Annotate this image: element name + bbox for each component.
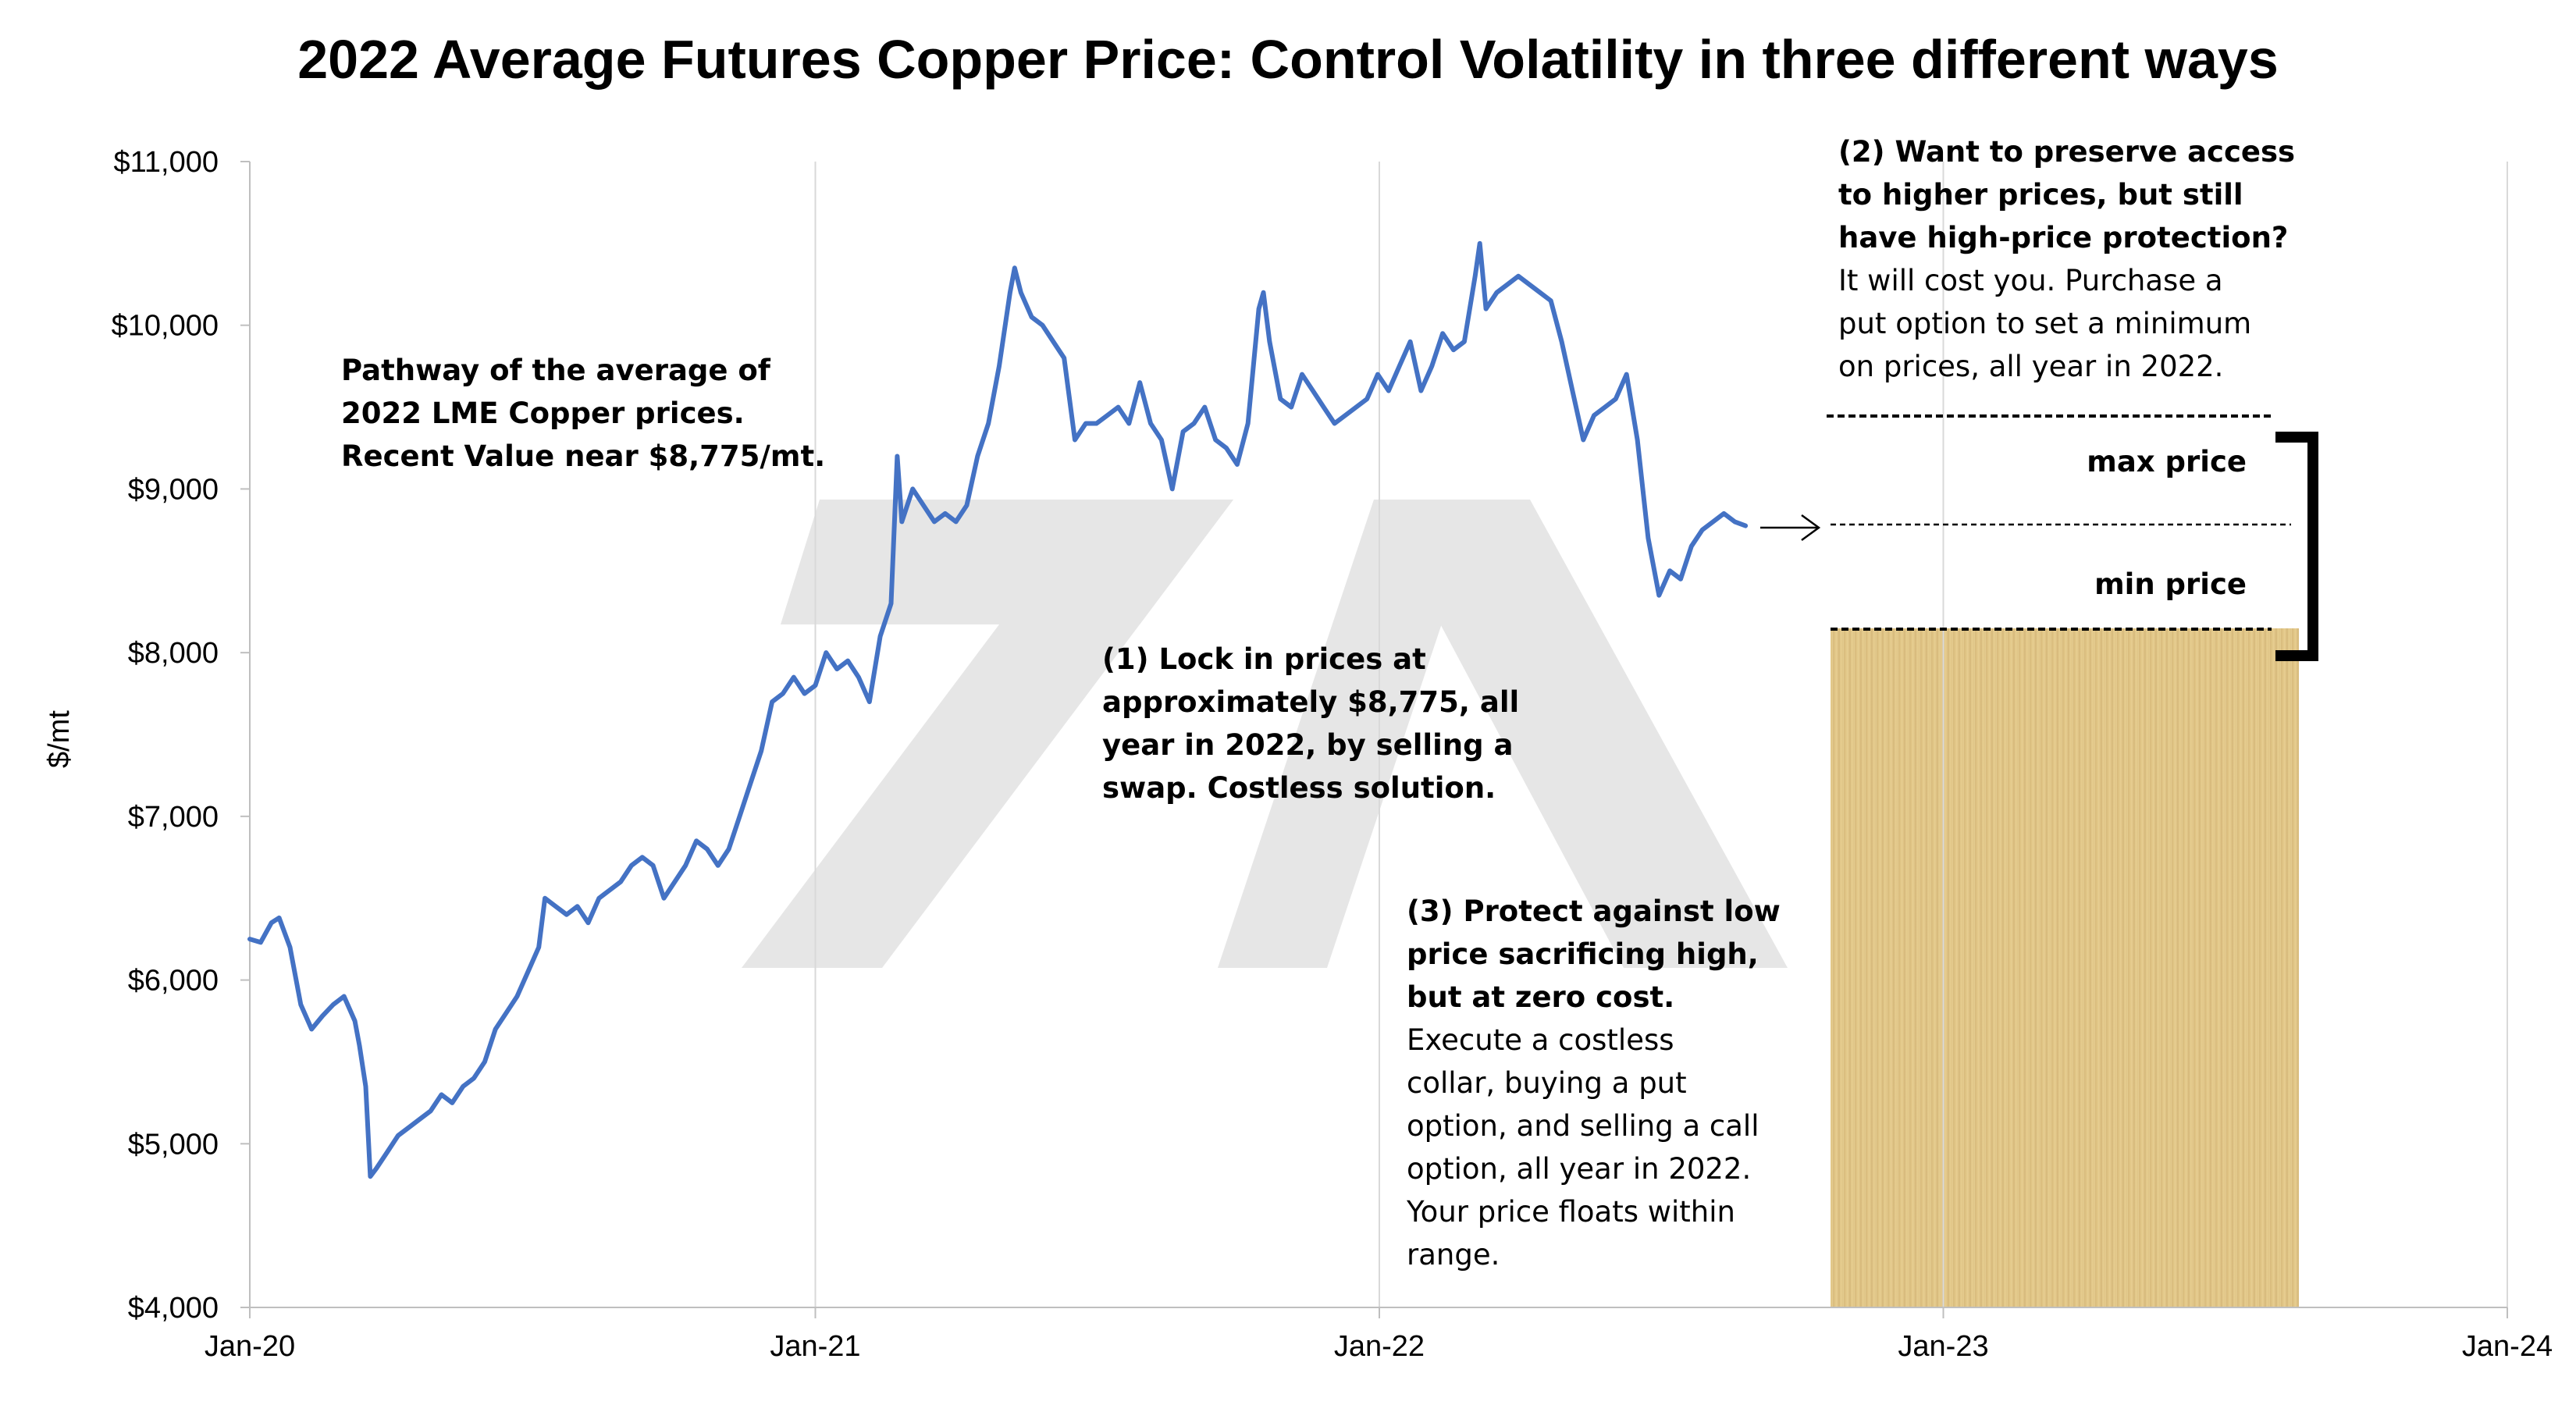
y-tick-label: $8,000	[128, 637, 219, 670]
x-tick-label: Jan-21	[770, 1330, 860, 1363]
x-tick-label: Jan-22	[1334, 1330, 1425, 1363]
annotation-line-bold: Pathway of the average of	[341, 354, 771, 387]
x-tick-label: Jan-23	[1898, 1330, 1988, 1363]
chart-title: 2022 Average Futures Copper Price: Contr…	[297, 29, 2279, 90]
arrow-icon	[1760, 514, 1821, 542]
range-bracket	[2275, 432, 2318, 661]
annotation-line-bold: approximately $8,775, all	[1102, 685, 1519, 719]
annotation-line-bold: (3) Protect against low	[1407, 895, 1781, 928]
min-price-label: min price	[2094, 567, 2247, 601]
pathway-note: Pathway of the average of 2022 LME Copper…	[341, 354, 825, 473]
x-tick-label: Jan-24	[2462, 1330, 2553, 1363]
annotation-line: option, all year in 2022.	[1407, 1152, 1751, 1186]
annotation-line: on prices, all year in 2022.	[1838, 350, 2223, 383]
y-tick-label: $11,000	[113, 146, 219, 179]
annotation-line-bold: year in 2022, by selling a	[1102, 728, 1513, 762]
annotation-line-bold: 2022 LME Copper prices.	[341, 397, 745, 430]
annotation-line: put option to set a minimum	[1838, 307, 2251, 340]
annotation-line-bold: to higher prices, but still	[1838, 178, 2243, 212]
parchment-box	[1831, 628, 2299, 1307]
annotation-line: It will cost you. Purchase a	[1838, 264, 2223, 297]
annotation-line: option, and selling a call	[1407, 1109, 1759, 1143]
annotation-line-bold: Recent Value near $8,775/mt.	[341, 439, 825, 473]
annotation-line: Execute a costless	[1407, 1023, 1674, 1057]
y-tick-label: $7,000	[128, 801, 219, 834]
y-axis-label: $/mt	[43, 710, 76, 768]
max-price-label: max price	[2087, 445, 2247, 478]
y-tick-label: $10,000	[112, 310, 219, 343]
put-note: (2) Want to preserve access to higher pri…	[1838, 135, 2295, 383]
grid-layer	[814, 162, 2508, 1307]
annotation-line: Your price floats within	[1406, 1195, 1735, 1229]
y-tick-label: $4,000	[128, 1292, 219, 1325]
annotation-line-bold: swap. Costless solution.	[1102, 771, 1496, 805]
y-tick-label: $6,000	[128, 965, 219, 998]
y-tick-label: $9,000	[128, 473, 219, 506]
x-tick-label: Jan-20	[205, 1330, 295, 1363]
collar-note: (3) Protect against low price sacrificing…	[1406, 895, 1781, 1272]
axis-layer: Jan-20 Jan-21 Jan-22 Jan-23 Jan-24 $4,000 $5,0…	[112, 146, 2553, 1363]
annotation-line-bold: but at zero cost.	[1407, 980, 1674, 1014]
range-lines	[1827, 414, 2291, 631]
lock-note: (1) Lock in prices at approximately $8,77…	[1102, 642, 1519, 805]
annotation-line: range.	[1407, 1238, 1500, 1272]
annotation-line-bold: price sacrificing high,	[1407, 937, 1759, 971]
copper-price-line	[247, 240, 1749, 1179]
annotation-line: collar, buying a put	[1407, 1066, 1687, 1100]
annotation-line-bold: have high-price protection?	[1838, 221, 2288, 254]
y-tick-label: $5,000	[128, 1128, 219, 1161]
annotation-line-bold: (1) Lock in prices at	[1102, 642, 1426, 676]
annotation-line-bold: (2) Want to preserve access	[1838, 135, 2295, 169]
